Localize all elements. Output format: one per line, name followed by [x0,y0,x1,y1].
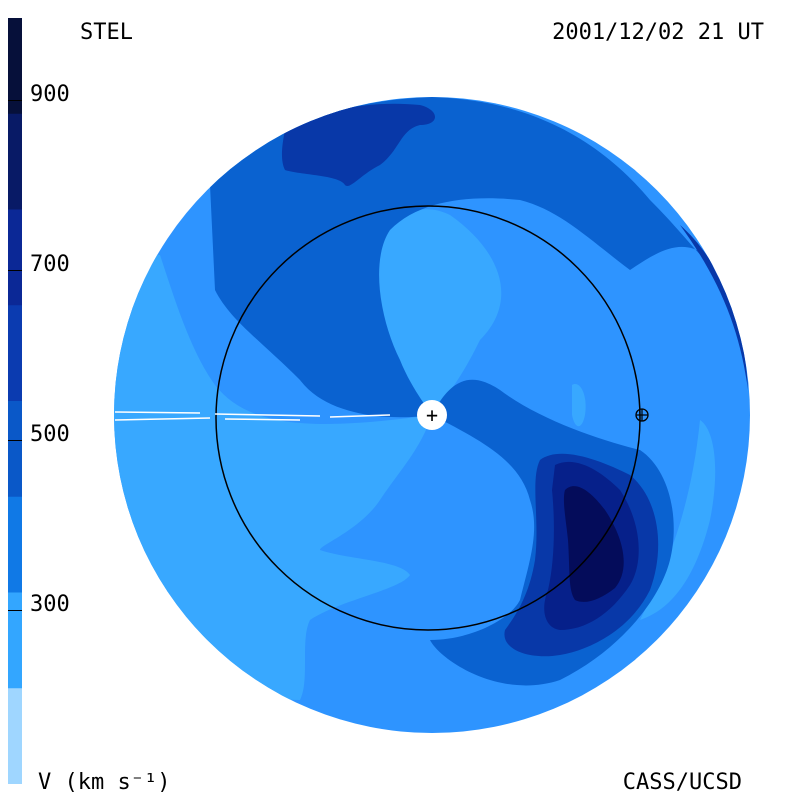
colorbar-band [8,688,22,784]
colorbar-band [8,496,22,593]
earth-orbit-circle [215,205,641,631]
colorbar-tick [8,610,22,611]
velocity-region-light-west [114,250,432,700]
colorbar-label-700: 700 [30,252,70,277]
velocity-region-light-east [640,420,716,620]
sun-symbol: + [426,403,438,427]
colorbar-tick [8,270,22,271]
source-label: STEL [80,20,133,45]
colorbar-tick [8,440,22,441]
velocity-region-darkest [563,486,624,602]
colorbar-band [8,401,22,498]
units-label: V (km s⁻¹) [38,770,171,795]
colorbar-band [8,113,22,210]
data-gap-streaks [114,411,391,421]
colorbar [8,18,22,784]
colorbar-band [8,305,22,402]
colorbar-label-300: 300 [30,592,70,617]
credit-label: CASS/UCSD [622,770,742,795]
colorbar-band [8,209,22,306]
colorbar-tick [8,100,22,101]
velocity-region-dark-north [281,103,435,186]
timestamp-label: 2001/12/02 21 UT [552,20,764,45]
colorbar-label-500: 500 [30,422,70,447]
colorbar-label-900: 900 [30,82,70,107]
velocity-region-light-spot [572,384,586,427]
colorbar-band [8,592,22,689]
sun-icon [417,400,447,430]
velocity-region-light-center [378,209,502,415]
colorbar-band [8,18,22,115]
